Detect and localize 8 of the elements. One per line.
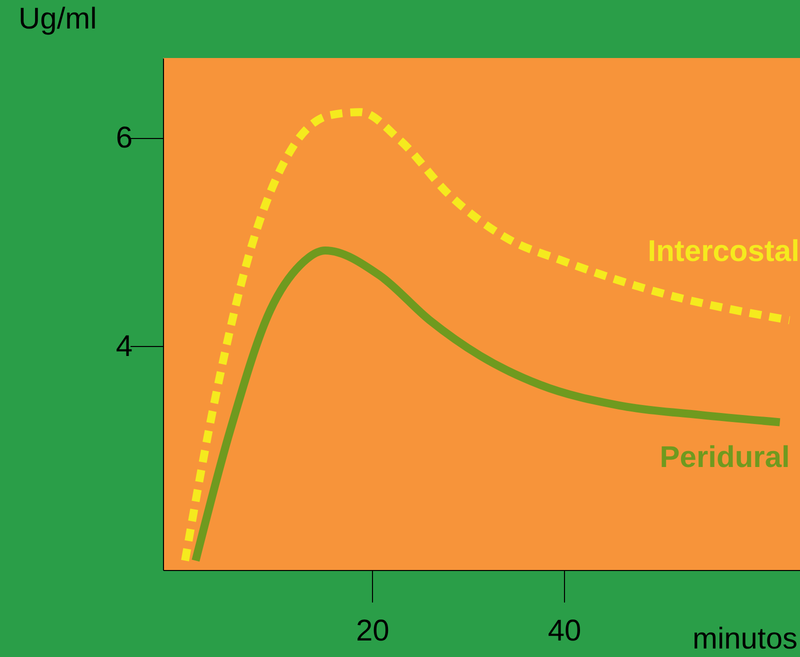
series-label: Peridural	[660, 441, 790, 474]
x-tick-label: 20	[356, 614, 390, 648]
y-tick-label: 6	[116, 122, 132, 155]
x-tick-label: 40	[548, 614, 582, 648]
y-axis-title: Ug/ml	[18, 2, 97, 36]
x-axis-title: minutos	[692, 622, 798, 656]
series-label: Intercostal	[648, 235, 800, 268]
y-tick-label: 4	[116, 330, 132, 363]
